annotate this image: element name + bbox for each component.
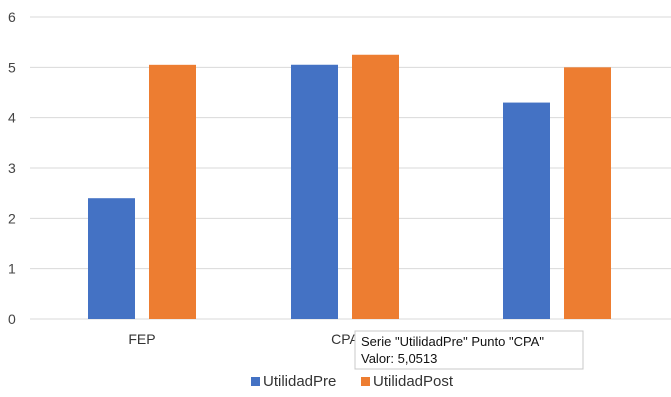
y-tick-label: 4: [8, 110, 16, 126]
bars: [88, 54, 611, 319]
bar-utilidadpre-cpa[interactable]: [291, 64, 338, 319]
y-axis-ticks: 0 1 2 3 4 5 6: [8, 9, 16, 327]
legend-label[interactable]: UtilidadPost: [373, 373, 454, 390]
y-tick-label: 6: [8, 9, 16, 25]
bar-utilidadpre-fep[interactable]: [88, 198, 135, 319]
legend: UtilidadPre UtilidadPost: [251, 373, 454, 390]
bar-utilidadpost-fep[interactable]: [149, 64, 196, 319]
x-category-label: CPA: [331, 331, 359, 347]
tooltip-line-2: Valor: 5,0513: [361, 351, 437, 366]
bar-utilidadpost-cpa[interactable]: [352, 54, 399, 319]
y-tick-label: 3: [8, 160, 16, 176]
tooltip-line-1: Serie "UtilidadPre" Punto "CPA": [361, 334, 544, 349]
bar-utilidadpost-g[interactable]: [564, 67, 611, 319]
gridlines: [30, 16, 671, 320]
legend-label[interactable]: UtilidadPre: [263, 373, 336, 390]
y-tick-label: 2: [8, 210, 16, 226]
legend-swatch: [251, 377, 260, 386]
y-tick-label: 1: [8, 261, 16, 277]
legend-swatch: [361, 377, 370, 386]
y-tick-label: 0: [8, 311, 16, 327]
x-category-label: FEP: [128, 331, 155, 347]
tooltip: Serie "UtilidadPre" Punto "CPA" Valor: 5…: [354, 330, 584, 370]
tooltip-box: [354, 330, 584, 370]
y-tick-label: 5: [8, 59, 16, 75]
bar-utilidadpre-g[interactable]: [503, 102, 550, 319]
